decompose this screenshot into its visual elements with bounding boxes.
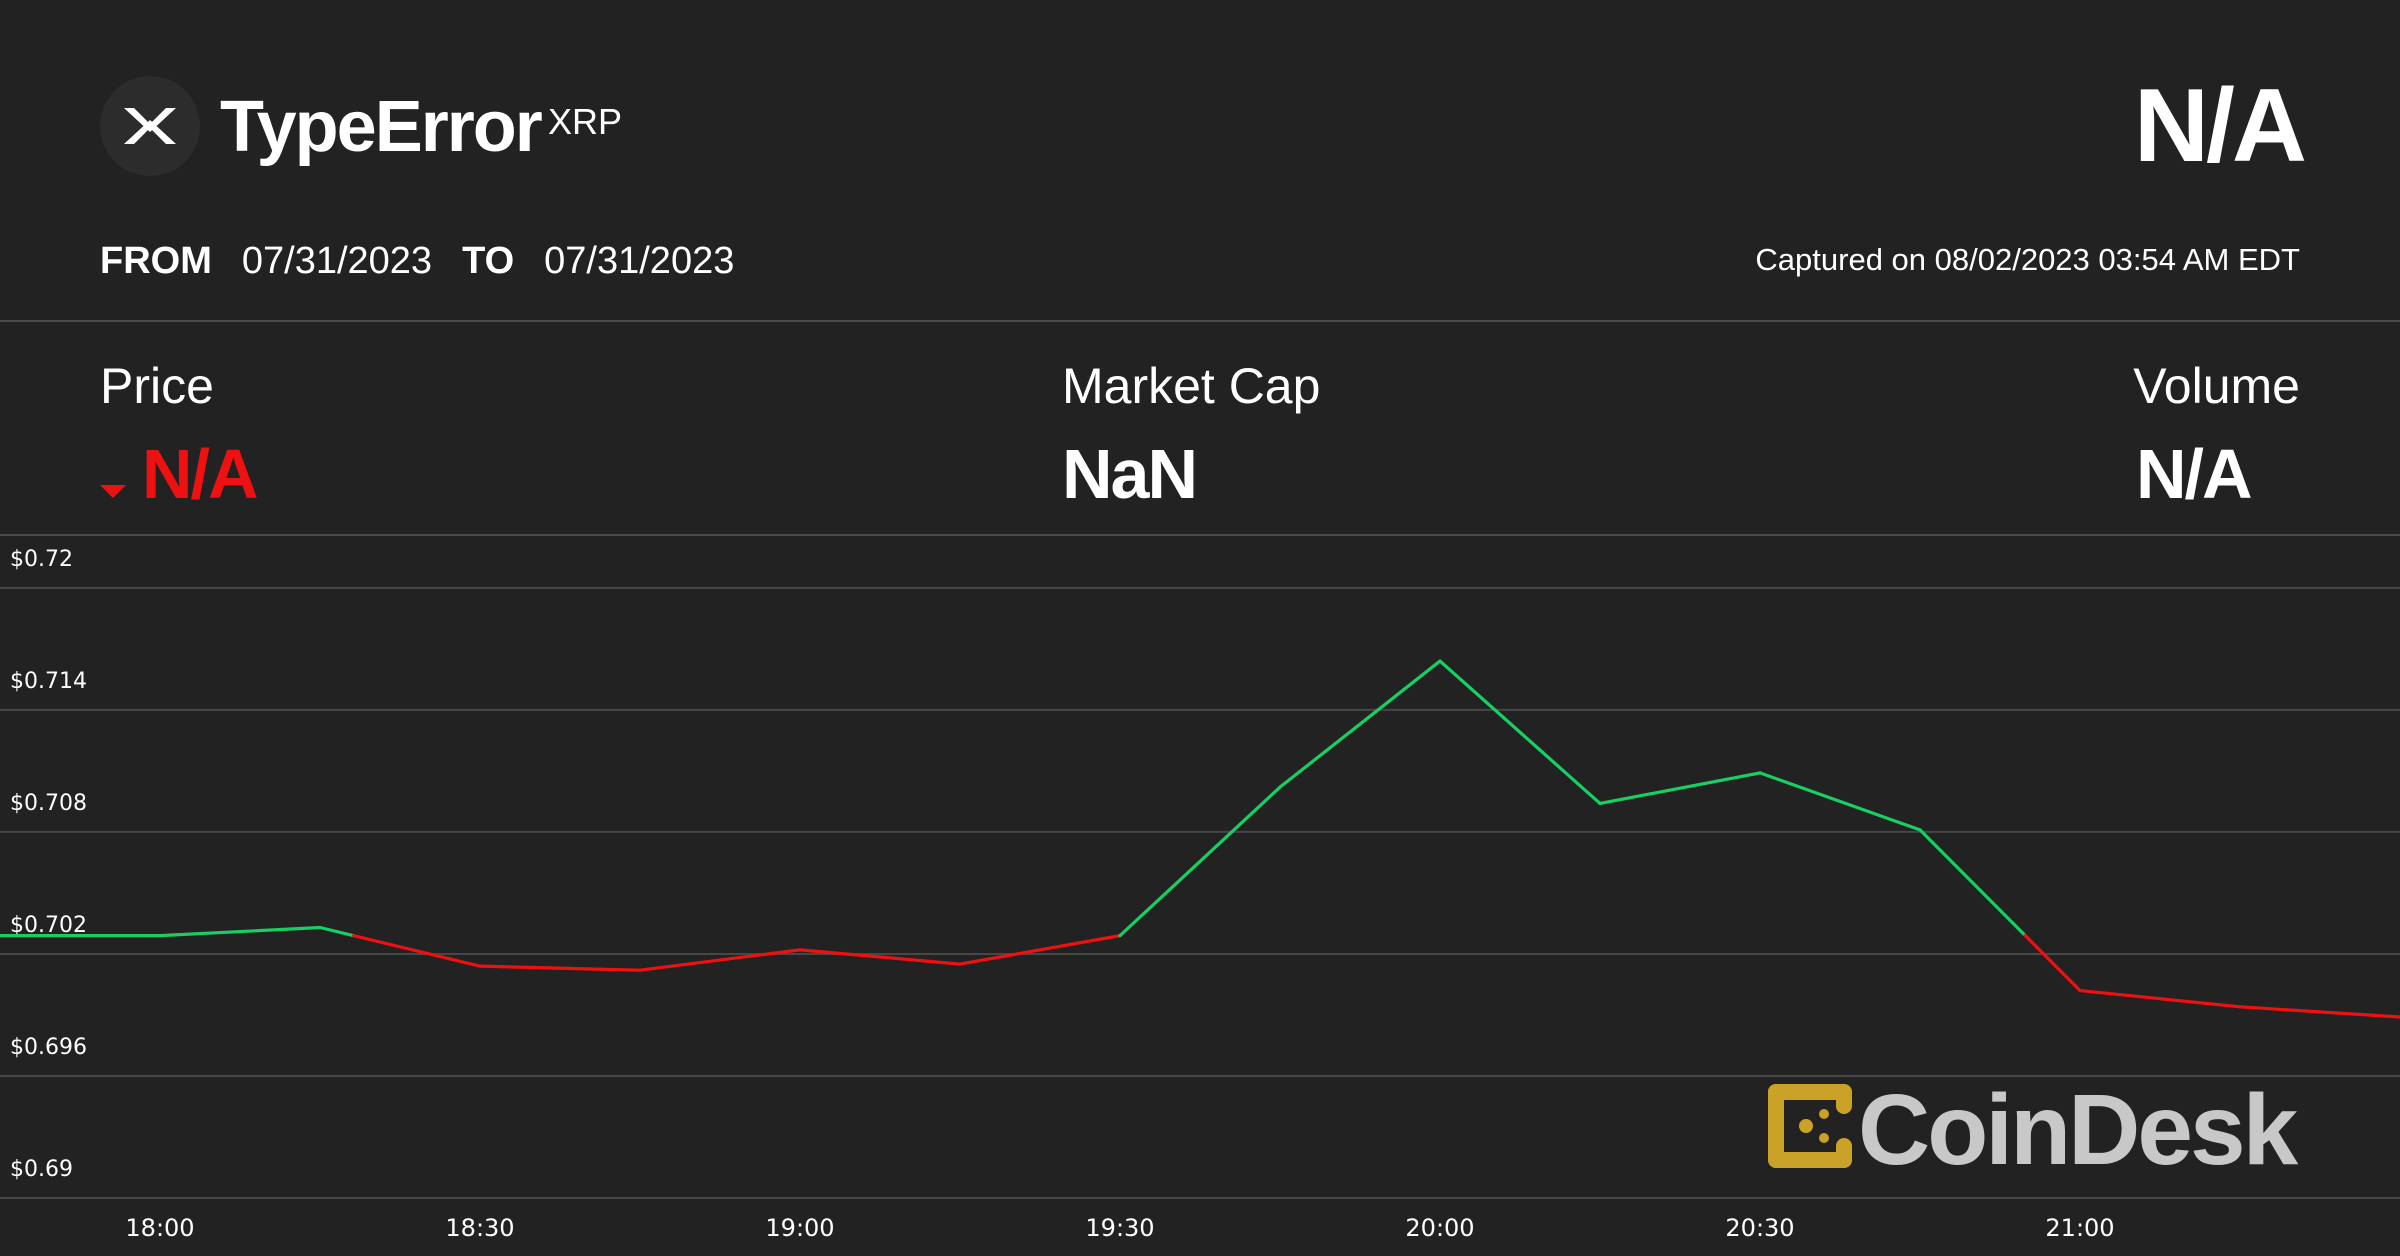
volume-label: Volume xyxy=(2133,358,2300,414)
series-segment xyxy=(158,925,322,938)
to-label: TO xyxy=(462,240,515,282)
coindesk-wordmark: CoinDesk xyxy=(1858,1074,2298,1186)
xrp-logo-icon xyxy=(100,76,200,176)
series-segment xyxy=(318,925,356,938)
price-value: N/A xyxy=(142,435,259,513)
coindesk-logo-icon xyxy=(1768,1084,1852,1168)
x-tick-label: 21:00 xyxy=(2045,1214,2114,1242)
date-range: FROM 07/31/2023 TO 07/31/2023 xyxy=(100,234,734,288)
header-divider xyxy=(0,320,2400,322)
series-segment xyxy=(798,948,962,966)
to-date: 07/31/2023 xyxy=(544,240,735,282)
y-tick-label: $0.702 xyxy=(10,913,87,938)
x-tick-label: 18:30 xyxy=(445,1214,514,1242)
series-segment xyxy=(1438,659,1602,806)
coin-symbol: XRP xyxy=(548,101,623,142)
x-tick-label: 19:30 xyxy=(1085,1214,1154,1242)
market-cap-label: Market Cap xyxy=(1062,358,1321,414)
series-segment xyxy=(2023,934,2082,993)
series-segment xyxy=(352,934,482,968)
x-tick-label: 19:00 xyxy=(765,1214,834,1242)
series-segment xyxy=(2078,988,2242,1009)
series-segment xyxy=(958,934,1122,966)
y-tick-label: $0.69 xyxy=(10,1157,73,1182)
volume-value: N/A xyxy=(2136,435,2253,513)
price-value-wrap: N/A xyxy=(100,432,259,516)
series-segment xyxy=(2238,1005,2400,1019)
x-tick-label: 18:00 xyxy=(125,1214,194,1242)
market-cap-value: NaN xyxy=(1062,435,1198,513)
price-label: Price xyxy=(100,358,214,414)
series-segment xyxy=(1598,771,1762,806)
y-tick-label: $0.72 xyxy=(10,547,73,572)
series-segment xyxy=(478,964,642,972)
x-tick-label: 20:30 xyxy=(1725,1214,1794,1242)
y-tick-label: $0.714 xyxy=(10,669,87,694)
series-segment xyxy=(1278,659,1442,789)
series-segment xyxy=(1918,828,2027,938)
coin-name: TypeError xyxy=(220,87,543,167)
from-label: FROM xyxy=(100,240,212,282)
y-tick-label: $0.708 xyxy=(10,791,87,816)
x-tick-label: 20:00 xyxy=(1405,1214,1474,1242)
price-down-icon xyxy=(100,485,126,499)
series-segment xyxy=(1118,785,1282,938)
y-tick-label: $0.696 xyxy=(10,1035,87,1060)
captured-timestamp: Captured on 08/02/2023 03:54 AM EDT xyxy=(1755,242,2300,277)
series-segment xyxy=(1758,771,1922,832)
from-date: 07/31/2023 xyxy=(241,240,433,282)
header-price: N/A xyxy=(2133,68,2307,184)
series-segment xyxy=(638,948,802,972)
stats-divider xyxy=(0,534,2400,536)
